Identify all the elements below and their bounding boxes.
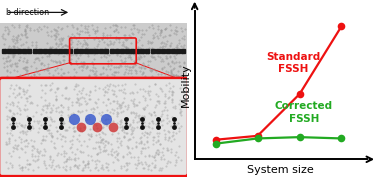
X-axis label: System size: System size — [247, 165, 314, 175]
Text: b direction: b direction — [6, 8, 49, 17]
Text: Corrected
FSSH: Corrected FSSH — [275, 101, 333, 124]
FancyBboxPatch shape — [0, 78, 188, 176]
FancyBboxPatch shape — [0, 23, 187, 79]
Text: Standard
FSSH: Standard FSSH — [266, 52, 321, 74]
Y-axis label: Mobility: Mobility — [181, 63, 191, 107]
